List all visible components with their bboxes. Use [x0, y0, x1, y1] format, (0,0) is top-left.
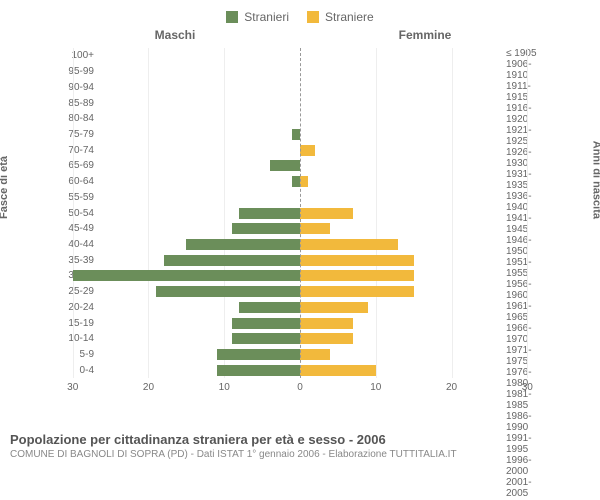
plot-area [50, 48, 550, 378]
bar-male [270, 160, 300, 171]
x-tick: 30 [67, 382, 78, 393]
bar-male [232, 318, 300, 329]
bar-male [239, 208, 300, 219]
bar-male [217, 349, 300, 360]
bar-female [300, 333, 353, 344]
birth-tick: 2001-2005 [506, 477, 550, 499]
bar-female [300, 255, 414, 266]
birth-tick: 1996-2000 [506, 455, 550, 477]
bar-male [232, 223, 300, 234]
bars-wrap: 100+95-9990-9485-8980-8475-7970-7465-696… [50, 48, 550, 378]
subtitle: COMUNE DI BAGNOLI DI SOPRA (PD) - Dati I… [10, 449, 590, 460]
center-line [300, 48, 301, 378]
bar-male [156, 286, 300, 297]
bar-female [300, 302, 368, 313]
bar-male [186, 239, 300, 250]
y-axis-label-right: Anni di nascita [590, 141, 600, 219]
legend: Stranieri Straniere [0, 0, 600, 28]
legend-label-female: Straniere [325, 10, 374, 24]
bar-female [300, 286, 414, 297]
bar-male [217, 365, 300, 376]
col-header-male: Maschi [50, 28, 300, 48]
bar-female [300, 365, 376, 376]
bar-female [300, 239, 398, 250]
bar-female [300, 176, 308, 187]
bar-female [300, 223, 330, 234]
title: Popolazione per cittadinanza straniera p… [10, 432, 590, 447]
bar-female [300, 270, 414, 281]
column-headers: Maschi Femmine [50, 28, 550, 48]
chart-area: Fasce di età Anni di nascita Maschi Femm… [0, 28, 600, 428]
bar-female [300, 208, 353, 219]
bar-male [292, 176, 300, 187]
bar-male [73, 270, 300, 281]
x-tick: 20 [446, 382, 457, 393]
col-header-female: Femmine [300, 28, 550, 48]
chart-container: Stranieri Straniere Fasce di età Anni di… [0, 0, 600, 500]
legend-swatch-male [226, 11, 238, 23]
bar-female [300, 349, 330, 360]
bar-male [164, 255, 300, 266]
x-axis: 30 20 10 0 10 20 30 [50, 382, 550, 402]
bar-male [232, 333, 300, 344]
x-tick: 0 [297, 382, 303, 393]
legend-label-male: Stranieri [244, 10, 289, 24]
birth-tick: 1986-1990 [506, 411, 550, 433]
legend-swatch-female [307, 11, 319, 23]
bar-female [300, 145, 315, 156]
x-tick: 30 [522, 382, 533, 393]
legend-item-female: Straniere [307, 6, 374, 28]
x-tick: 10 [370, 382, 381, 393]
bar-male [292, 129, 300, 140]
x-tick: 10 [219, 382, 230, 393]
legend-item-male: Stranieri [226, 6, 289, 28]
x-tick: 20 [143, 382, 154, 393]
bar-male [239, 302, 300, 313]
bar-female [300, 318, 353, 329]
y-axis-label-left: Fasce di età [0, 156, 10, 219]
birth-tick: 1991-1995 [506, 433, 550, 455]
